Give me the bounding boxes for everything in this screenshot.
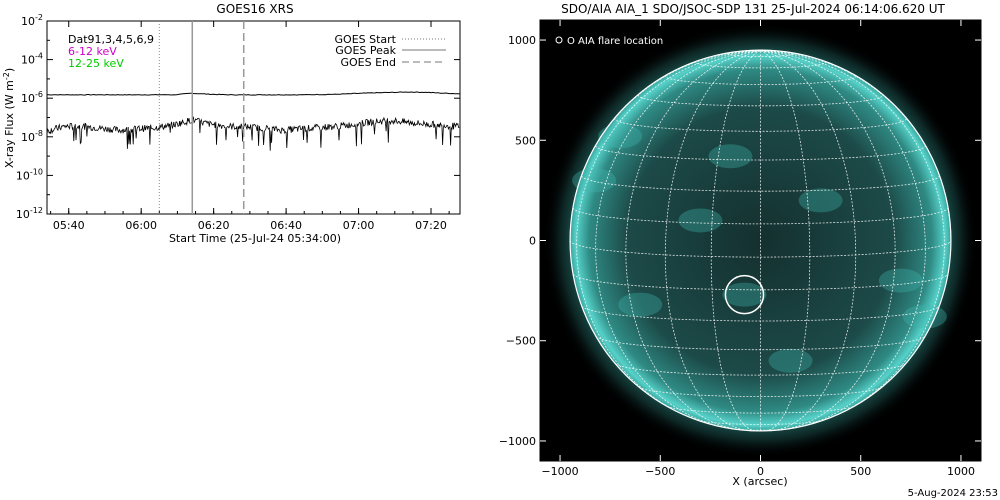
aia-panel: SDO/AIA AIA_1 SDO/JSOC-SDP 131 25-Jul-20… (499, 2, 982, 488)
aia-y-tick-label: 500 (515, 134, 536, 147)
aia-y-tick-label: 0 (529, 235, 536, 248)
latitude-line (615, 363, 906, 376)
latitude-line (664, 75, 857, 85)
x-tick-label: 07:00 (343, 219, 375, 232)
x-tick-label: 07:20 (415, 219, 447, 232)
x-tick-label: 05:40 (53, 219, 85, 232)
active-region-glow (798, 188, 843, 213)
legend-goes-start: GOES Start (335, 33, 397, 46)
legend-high-channel: 12-25 keV (68, 57, 124, 70)
aia-title: SDO/AIA AIA_1 SDO/JSOC-SDP 131 25-Jul-20… (561, 2, 945, 16)
y-tick-label: 10-4 (21, 52, 43, 67)
longitude-line (664, 50, 761, 432)
longitude-line (576, 50, 761, 420)
aia-y-tick-label: −1000 (499, 435, 536, 448)
latitude-line (694, 60, 827, 69)
y-tick-label: 10-12 (16, 206, 43, 221)
aia-x-tick-label: 0 (757, 465, 764, 478)
legend-detectors: Dat91,3,4,5,6,9 (68, 33, 154, 46)
aia-x-tick-label: −1000 (541, 465, 578, 478)
latitude-line (638, 386, 883, 397)
aia-y-axis: −1000 −500 0 500 1000 (499, 34, 981, 448)
aia-image (543, 23, 978, 458)
goes-x-axis: 05:40 06:00 06:20 06:40 07:00 07:20 (50, 21, 450, 232)
goes-panel: GOES16 XRS 10-2 10-4 10-6 10-8 10-10 10-12 05… (2, 2, 461, 245)
longitude-line (760, 50, 896, 431)
legend-flare-location: O AIA flare location (567, 36, 663, 47)
longitude-line (760, 50, 926, 429)
active-region-glow (618, 292, 663, 317)
y-tick-label: 10-10 (16, 167, 43, 182)
aia-y-tick-label: 1000 (508, 34, 536, 47)
x-tick-label: 06:40 (270, 219, 302, 232)
solar-limb (569, 49, 952, 432)
goes-x-axis-title: Start Time (25-Jul-24 05:34:00) (169, 232, 341, 245)
x-tick-label: 06:00 (125, 219, 157, 232)
active-region-glow (878, 268, 923, 293)
latitude-line (569, 240, 952, 258)
generation-timestamp: 5-Aug-2024 23:53 (908, 488, 998, 499)
latitude-line (614, 117, 907, 132)
active-region-glow (572, 168, 617, 193)
longitude-line (710, 50, 761, 432)
active-region-glow (722, 282, 767, 307)
y-tick-label: 10-6 (21, 90, 43, 105)
longitude-line (625, 50, 761, 431)
legend-flare-marker-icon (555, 36, 563, 44)
aia-x-axis: −1000 −500 0 500 1000 (541, 20, 975, 478)
active-region-glow (598, 124, 643, 149)
goes-event-lines (158, 21, 245, 214)
series-line-short-channel (46, 116, 460, 151)
active-regions (572, 124, 947, 373)
aia-y-tick-label: −500 (506, 335, 536, 348)
legend-low-channel: 6-12 keV (68, 45, 117, 58)
active-region-glow (678, 208, 723, 233)
active-region-glow (902, 304, 947, 329)
series-line-long-channel (47, 91, 461, 96)
latitude-line (637, 94, 884, 107)
legend-goes-end: GOES End (340, 56, 396, 69)
aia-x-tick-label: 1000 (947, 465, 975, 478)
aia-x-tick-label: −500 (645, 465, 675, 478)
goes-series-group (46, 91, 461, 151)
latitude-line (697, 419, 824, 425)
longitude-line (760, 50, 857, 432)
goes-y-axis: 10-2 10-4 10-6 10-8 10-10 10-12 (16, 13, 460, 221)
longitude-line (760, 50, 811, 432)
y-tick-label: 10-2 (21, 13, 43, 28)
x-tick-label: 06:20 (198, 219, 230, 232)
aia-x-axis-title: X (arcsec) (732, 475, 787, 488)
goes-y-axis-title: X-ray Flux (W m-2) (2, 68, 16, 168)
goes-title: GOES16 XRS (216, 2, 293, 16)
longitude-line (595, 50, 761, 429)
flare-location-circle (724, 274, 765, 315)
y-tick-label: 10-8 (21, 129, 43, 144)
legend-goes-peak: GOES Peak (335, 44, 396, 57)
longitude-line (760, 50, 945, 420)
active-region-glow (708, 144, 753, 169)
active-region-glow (768, 348, 813, 373)
aia-x-tick-label: 500 (850, 465, 871, 478)
